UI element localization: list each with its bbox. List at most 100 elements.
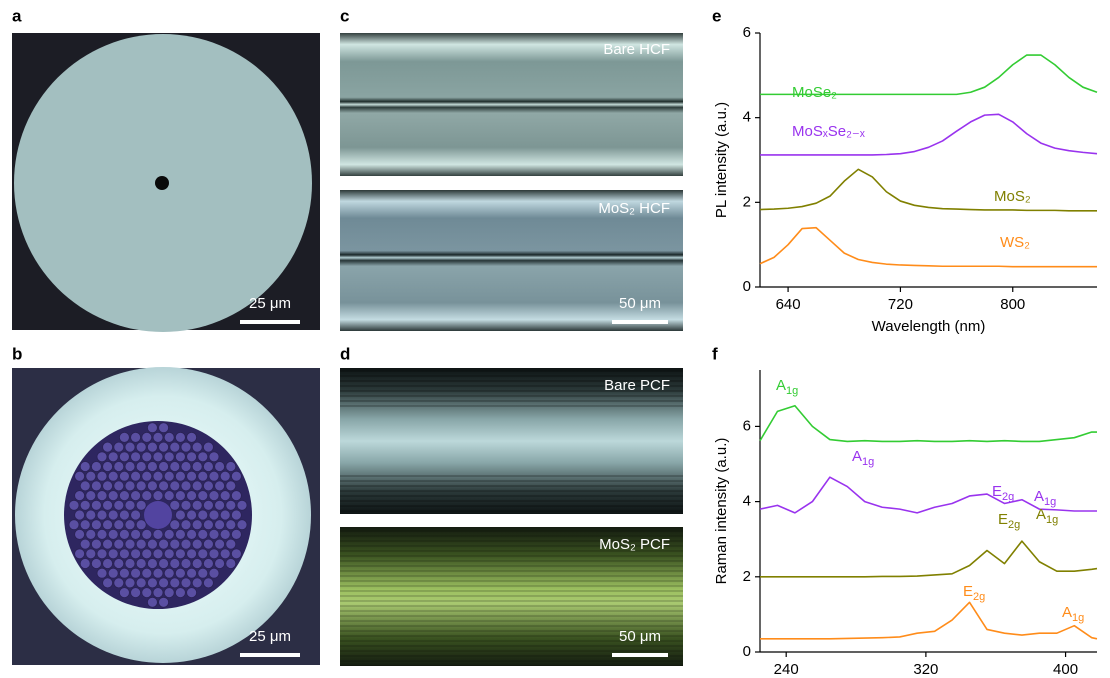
capillary xyxy=(131,510,141,520)
capillary xyxy=(103,481,113,491)
capillary xyxy=(97,510,107,520)
capillary xyxy=(91,520,101,530)
capillary xyxy=(125,539,135,549)
capillary xyxy=(164,471,174,481)
capillary xyxy=(97,452,107,462)
capillary xyxy=(147,539,157,549)
spectrum-line xyxy=(760,541,1097,577)
capillary xyxy=(192,558,202,568)
capillary xyxy=(136,558,146,568)
capillary xyxy=(159,597,169,607)
capillary xyxy=(136,442,146,452)
capillary xyxy=(187,588,197,598)
capillary xyxy=(203,481,213,491)
capillary xyxy=(220,549,230,559)
capillary xyxy=(187,510,197,520)
capillary xyxy=(147,578,157,588)
capillary xyxy=(215,481,225,491)
capillary xyxy=(159,442,169,452)
capillary xyxy=(114,500,124,510)
series-label: MoS₂ xyxy=(994,188,1031,205)
capillary xyxy=(103,500,113,510)
capillary xyxy=(175,549,185,559)
capillary xyxy=(142,432,152,442)
capillary xyxy=(147,558,157,568)
capillary xyxy=(203,558,213,568)
capillary xyxy=(231,510,241,520)
panel-a: 25 μm a xyxy=(12,6,320,332)
x-tick-label: 400 xyxy=(1053,661,1078,678)
scale-bar-label: 25 μm xyxy=(249,628,291,645)
series-label: WS₂ xyxy=(1000,234,1030,251)
x-tick-label: 640 xyxy=(776,296,801,313)
y-tick-label: 2 xyxy=(743,568,751,585)
capillary xyxy=(86,549,96,559)
capillary xyxy=(97,491,107,501)
capillary xyxy=(215,539,225,549)
capillary xyxy=(97,568,107,578)
capillary xyxy=(91,481,101,491)
capillary xyxy=(226,500,236,510)
capillary xyxy=(119,432,129,442)
capillary xyxy=(209,529,219,539)
capillary xyxy=(147,597,157,607)
capillary xyxy=(75,549,85,559)
capillary xyxy=(164,568,174,578)
peak-label: A1g xyxy=(1034,488,1056,508)
capillary xyxy=(131,432,141,442)
image-caption: Bare HCF xyxy=(603,41,670,58)
capillary xyxy=(91,462,101,472)
peak-label-sub: 2g xyxy=(1008,519,1020,531)
y-axis-label: PL intensity (a.u.) xyxy=(713,102,730,218)
capillary xyxy=(187,568,197,578)
capillary xyxy=(209,452,219,462)
capillary xyxy=(108,452,118,462)
capillary xyxy=(131,491,141,501)
capillary xyxy=(103,539,113,549)
capillary xyxy=(125,442,135,452)
capillary xyxy=(198,568,208,578)
capillary xyxy=(97,549,107,559)
y-tick-label: 0 xyxy=(743,278,751,295)
y-tick-label: 0 xyxy=(743,643,751,660)
panel-letter: a xyxy=(12,6,22,25)
capillary xyxy=(192,500,202,510)
capillary xyxy=(231,549,241,559)
y-tick-label: 4 xyxy=(743,493,751,510)
y-tick-label: 6 xyxy=(743,24,751,41)
y-axis-label: Raman intensity (a.u.) xyxy=(713,438,730,585)
capillary xyxy=(203,462,213,472)
capillary xyxy=(198,452,208,462)
panel-letter: d xyxy=(340,344,350,363)
capillary xyxy=(75,510,85,520)
spectrum-line xyxy=(760,406,1097,442)
capillary xyxy=(231,471,241,481)
capillary xyxy=(119,471,129,481)
capillary xyxy=(226,462,236,472)
capillary xyxy=(187,432,197,442)
capillary xyxy=(220,471,230,481)
capillary xyxy=(175,568,185,578)
capillary xyxy=(119,529,129,539)
capillary xyxy=(103,462,113,472)
capillary xyxy=(198,549,208,559)
capillary xyxy=(170,462,180,472)
capillary xyxy=(69,500,79,510)
capillary xyxy=(231,529,241,539)
capillary xyxy=(181,558,191,568)
capillary xyxy=(136,520,146,530)
capillary xyxy=(153,568,163,578)
x-tick-label: 800 xyxy=(1000,296,1025,313)
capillary xyxy=(181,520,191,530)
capillary xyxy=(125,558,135,568)
capillary xyxy=(131,568,141,578)
capillary xyxy=(198,491,208,501)
peak-label-sub: 2g xyxy=(973,591,985,603)
capillary xyxy=(164,432,174,442)
capillary xyxy=(108,510,118,520)
capillary xyxy=(209,491,219,501)
capillary xyxy=(125,481,135,491)
capillary xyxy=(142,588,152,598)
capillary xyxy=(215,520,225,530)
peak-label-sub: 1g xyxy=(862,456,874,468)
